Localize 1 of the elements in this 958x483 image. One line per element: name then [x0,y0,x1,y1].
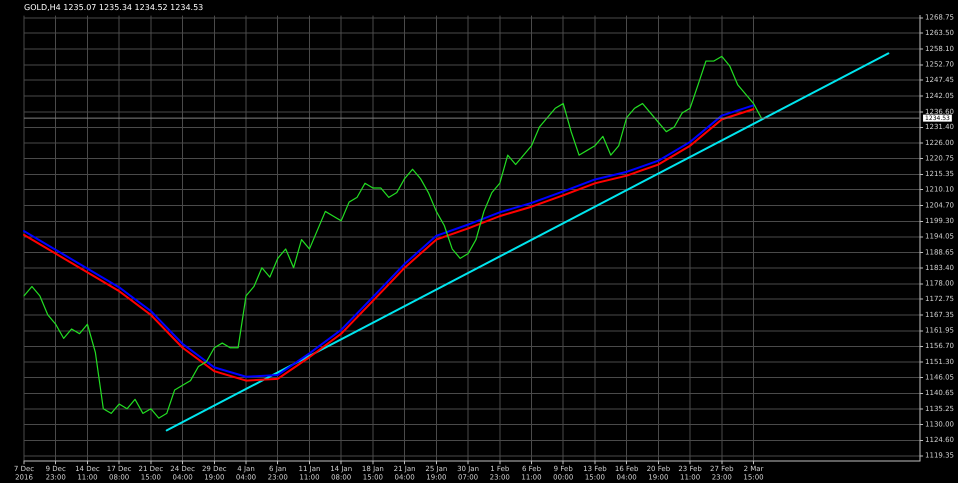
chart-title: GOLD,H4 1235.07 1235.34 1234.52 1234.53 [24,2,204,12]
